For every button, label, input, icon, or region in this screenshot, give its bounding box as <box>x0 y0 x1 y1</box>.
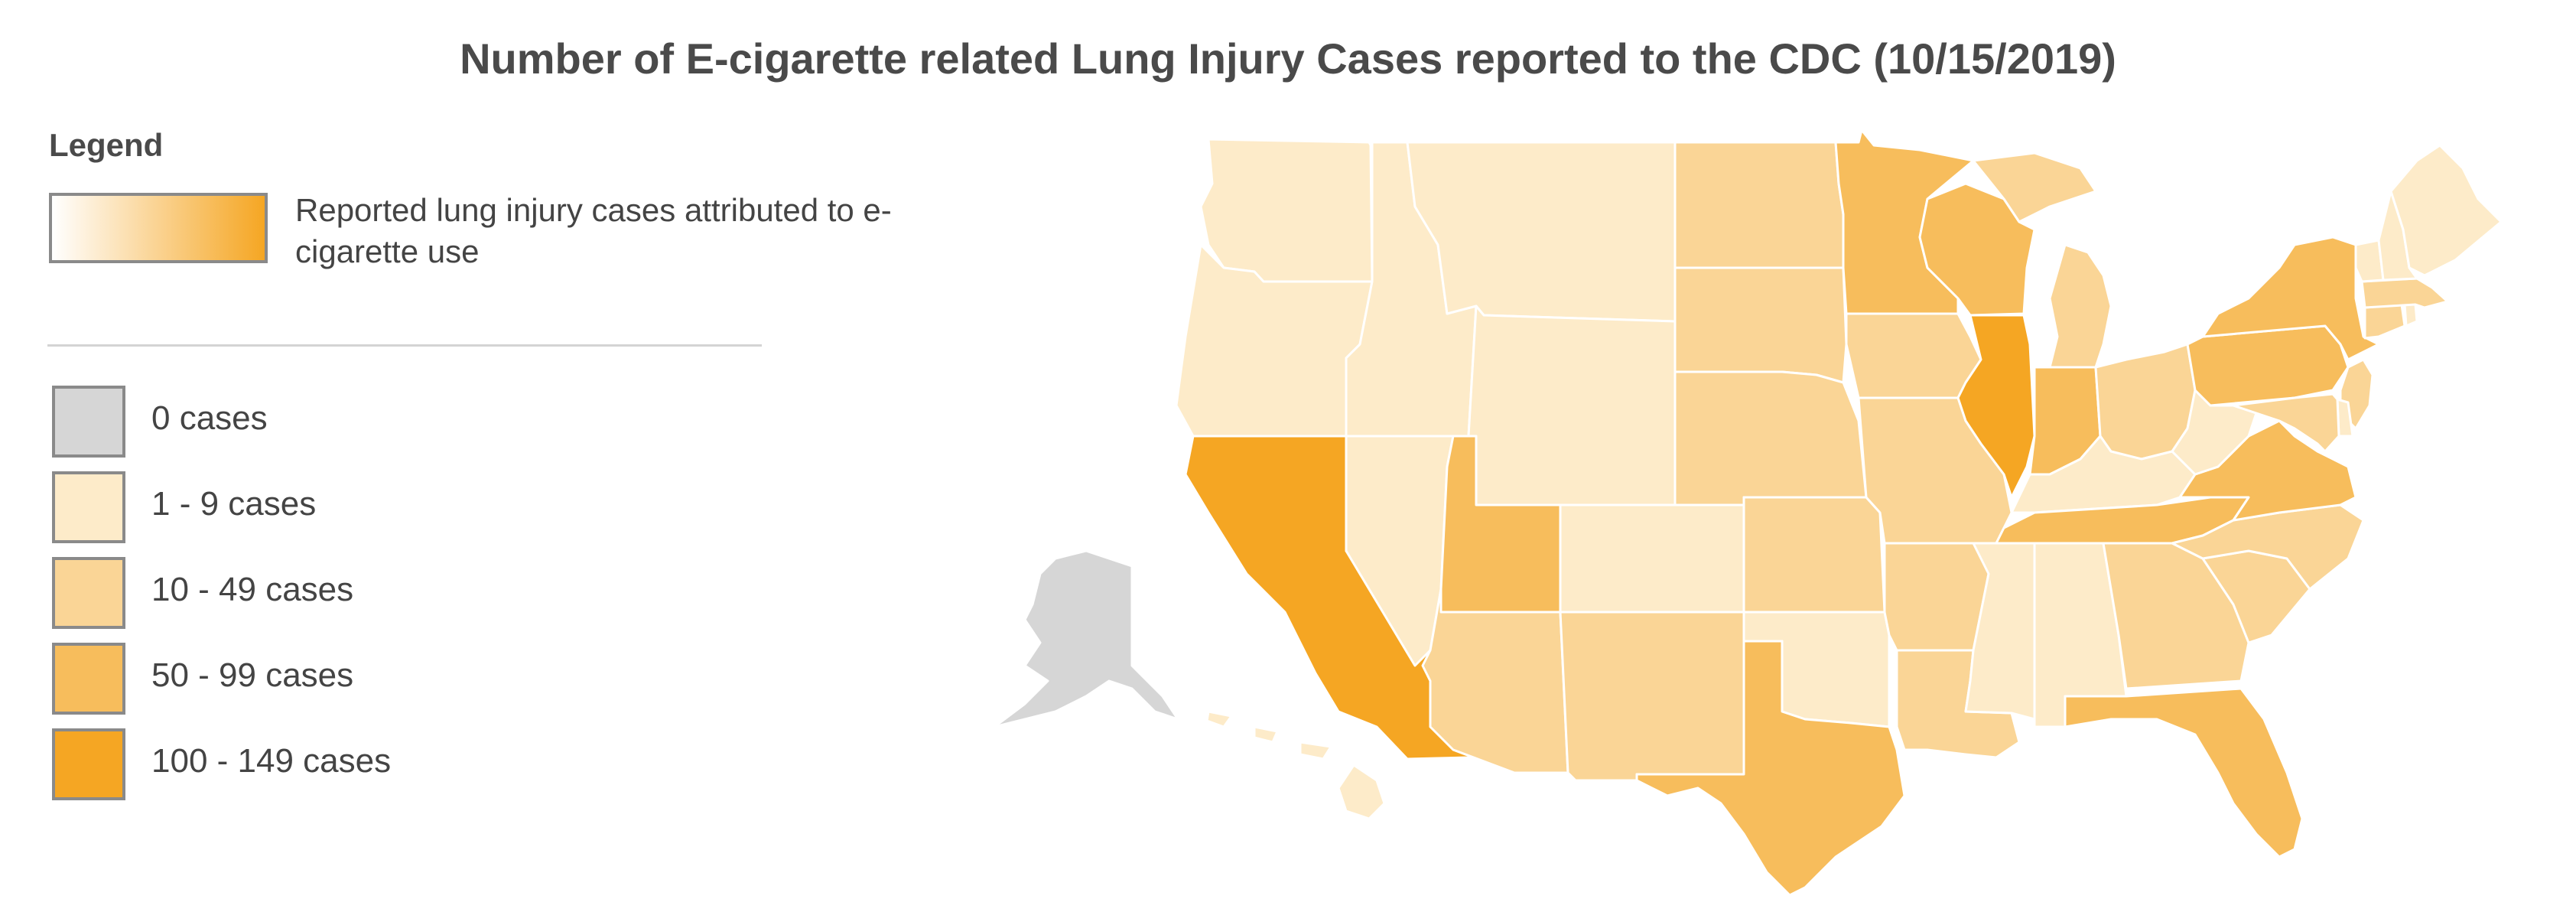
state-KS[interactable] <box>1742 496 1886 614</box>
map-title: Number of E-cigarette related Lung Injur… <box>460 34 2116 83</box>
state-RI[interactable] <box>2403 303 2418 327</box>
state-CT[interactable] <box>2363 303 2406 340</box>
legend-heading: Legend <box>49 127 164 163</box>
legend-swatch <box>52 386 125 458</box>
legend-bin-label: 0 cases <box>151 399 268 437</box>
state-WI[interactable] <box>1918 182 2036 317</box>
state-FL[interactable] <box>2064 687 2304 858</box>
state-ND[interactable] <box>1673 141 1845 269</box>
legend-divider <box>47 344 762 347</box>
state-VT[interactable] <box>2354 239 2385 283</box>
us-choropleth-map <box>979 115 2570 912</box>
legend-gradient-label: Reported lung injury cases attributed to… <box>295 192 892 269</box>
state-NC[interactable] <box>2171 503 2365 591</box>
legend-swatch <box>52 471 125 543</box>
legend-bin-label: 50 - 99 cases <box>151 656 354 694</box>
state-TX[interactable] <box>1635 640 1906 897</box>
state-WY[interactable] <box>1467 305 1677 506</box>
state-MA[interactable] <box>2360 277 2449 309</box>
state-IL[interactable] <box>1956 314 2036 499</box>
state-MT[interactable] <box>1406 141 1677 323</box>
state-MD[interactable] <box>2232 392 2340 453</box>
state-SD[interactable] <box>1673 266 1848 384</box>
legend-bin-label: 1 - 9 cases <box>151 485 317 523</box>
us-map-svg <box>993 129 2503 897</box>
state-IA[interactable] <box>1845 312 1982 399</box>
legend-bin-label: 10 - 49 cases <box>151 571 354 608</box>
state-HI[interactable] <box>1205 710 1386 820</box>
state-AK[interactable] <box>993 549 1179 728</box>
state-NM[interactable] <box>1559 611 1745 782</box>
state-ME[interactable] <box>2389 144 2503 277</box>
state-MI[interactable] <box>1972 151 2113 369</box>
state-VA[interactable] <box>2178 419 2357 522</box>
state-WA[interactable] <box>1199 138 1374 283</box>
state-NY[interactable] <box>2201 236 2380 361</box>
state-NE[interactable] <box>1673 370 1868 506</box>
legend-swatch <box>52 728 125 800</box>
legend-swatch <box>52 557 125 629</box>
legend-swatch <box>52 643 125 715</box>
state-CO[interactable] <box>1559 503 1745 614</box>
legend-bin-label: 100 - 149 cases <box>151 742 392 780</box>
legend-gradient-swatch <box>49 193 268 263</box>
state-PA[interactable] <box>2186 324 2350 407</box>
